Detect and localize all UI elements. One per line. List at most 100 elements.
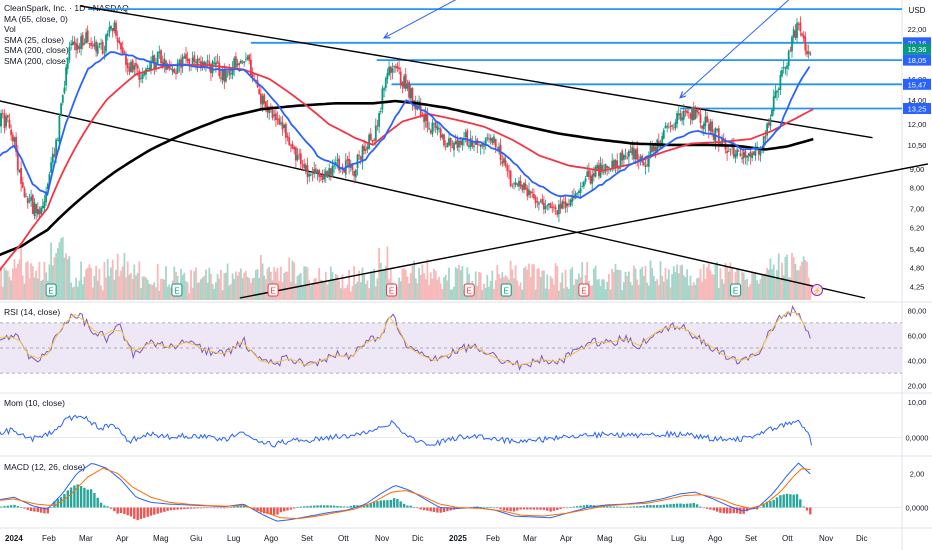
candle-body[interactable] [373,139,375,141]
candle-body[interactable] [769,118,772,127]
candle-body[interactable] [623,155,625,160]
candle-body[interactable] [759,148,762,156]
candle-body[interactable] [797,23,800,25]
candle-body[interactable] [231,67,234,76]
earnings-marker[interactable] [500,283,512,297]
candle-body[interactable] [348,159,350,168]
candle-body[interactable] [180,59,182,68]
candle-body[interactable] [324,171,327,177]
candle-body[interactable] [629,151,632,153]
candle-body[interactable] [323,174,326,180]
candle-body[interactable] [611,160,614,169]
candle-body[interactable] [484,138,487,146]
candle-body[interactable] [558,204,560,215]
candle-body[interactable] [55,139,57,159]
candle-body[interactable] [6,115,9,118]
candle-body[interactable] [50,162,52,173]
candle-body[interactable] [298,153,301,155]
candle-body[interactable] [556,210,559,215]
candle-body[interactable] [3,114,6,128]
candle-body[interactable] [569,199,572,206]
candle-body[interactable] [576,193,579,195]
legend-symbol[interactable]: CleanSpark, Inc. · 1D · NASDAQ [4,3,129,13]
candle-body[interactable] [43,201,46,209]
candle-body[interactable] [436,126,439,130]
candle-body[interactable] [651,146,654,153]
candle-body[interactable] [369,133,372,141]
candle-body[interactable] [571,197,574,202]
candle-body[interactable] [506,165,509,171]
candle-body[interactable] [634,149,637,160]
candle-body[interactable] [56,140,59,141]
price-label-box[interactable] [903,78,931,90]
candle-body[interactable] [473,145,475,148]
candle-body[interactable] [433,123,435,125]
candle-body[interactable] [636,148,639,160]
candle-body[interactable] [331,165,334,177]
candle-body[interactable] [41,206,44,209]
rsi-ma-line[interactable] [0,311,807,367]
candle-body[interactable] [464,132,467,137]
candle-body[interactable] [241,61,244,63]
candle-body[interactable] [321,175,324,180]
candle-body[interactable] [711,121,713,133]
candle-body[interactable] [712,134,715,141]
candle-body[interactable] [404,74,407,89]
candle-body[interactable] [153,55,156,69]
candle-body[interactable] [0,113,2,127]
candle-body[interactable] [591,174,594,184]
candle-body[interactable] [73,41,76,45]
candle-body[interactable] [792,29,795,38]
candle-body[interactable] [314,168,317,174]
candle-body[interactable] [786,65,788,69]
candle-body[interactable] [729,148,732,150]
candle-body[interactable] [807,51,810,54]
candle-body[interactable] [36,208,39,215]
macd-line[interactable] [0,462,811,522]
candle-body[interactable] [58,116,61,143]
candle-body[interactable] [290,145,292,146]
candle-body[interactable] [45,191,47,203]
candle-body[interactable] [754,149,757,156]
candle-body[interactable] [381,88,384,110]
candle-body[interactable] [301,164,304,166]
candle-body[interactable] [771,109,773,117]
candle-body[interactable] [293,147,296,150]
candle-body[interactable] [561,201,564,209]
candle-body[interactable] [423,113,425,123]
candle-body[interactable] [280,122,282,124]
candle-body[interactable] [276,118,279,120]
candle-body[interactable] [354,169,357,178]
macd-pane-title[interactable]: MACD (12, 26, close) [4,462,86,472]
candle-body[interactable] [774,91,777,98]
candle-body[interactable] [188,58,191,67]
candle-body[interactable] [647,157,650,167]
candle-body[interactable] [125,53,127,65]
candle-body[interactable] [343,169,345,173]
candle-body[interactable] [411,87,414,103]
candle-body[interactable] [151,55,154,62]
candle-body[interactable] [60,103,62,114]
trendline-ascending[interactable] [239,163,929,299]
candle-body[interactable] [553,206,555,208]
candle-body[interactable] [434,121,437,128]
candle-body[interactable] [523,182,525,190]
candle-body[interactable] [613,160,615,168]
candle-body[interactable] [699,114,702,124]
candle-body[interactable] [160,50,162,64]
candle-body[interactable] [233,58,236,70]
candle-body[interactable] [388,67,390,75]
candle-body[interactable] [777,88,780,91]
candle-body[interactable] [178,60,181,66]
candle-body[interactable] [529,191,532,194]
candle-body[interactable] [98,43,101,45]
earnings-marker[interactable] [463,283,475,297]
candle-body[interactable] [383,88,385,90]
candle-body[interactable] [739,153,742,157]
candle-body[interactable] [31,194,34,214]
candle-body[interactable] [746,155,748,158]
candle-body[interactable] [481,144,484,146]
candle-body[interactable] [215,62,217,65]
candle-body[interactable] [568,203,570,205]
candle-body[interactable] [338,158,340,171]
